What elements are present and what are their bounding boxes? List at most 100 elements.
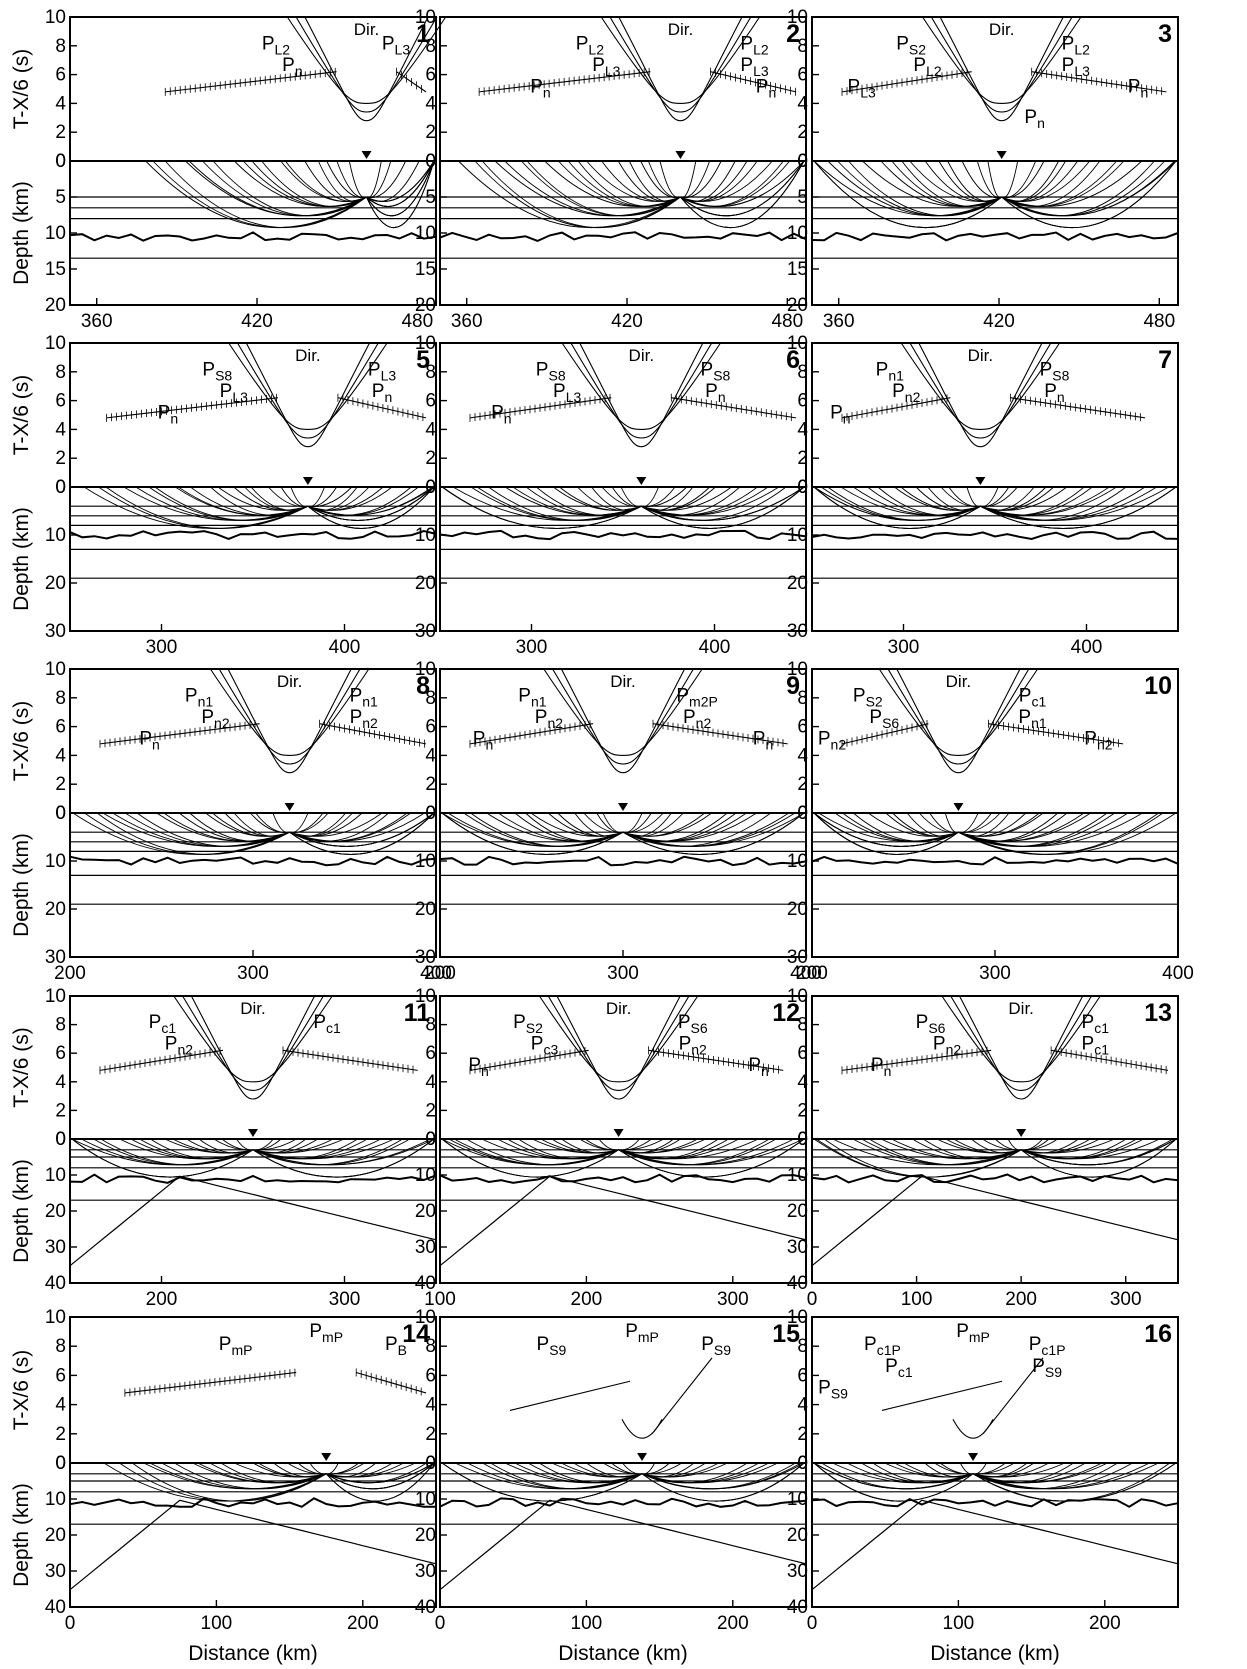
- ray-path: [813, 486, 981, 529]
- time-tick-label: 8: [425, 36, 436, 57]
- phase-label: Pn1: [185, 685, 213, 709]
- ray-path: [551, 1462, 643, 1478]
- reflected-curve: [881, 1380, 1003, 1411]
- phase-label-main: P: [1040, 359, 1053, 380]
- ray-path: [252, 1138, 274, 1151]
- x-tick-label: 0: [435, 1613, 446, 1634]
- ray-path: [272, 812, 290, 833]
- ray-path: [1001, 160, 1143, 207]
- ray-path: [1020, 1138, 1177, 1166]
- phase-label-subscript: c1: [326, 1020, 341, 1036]
- ray-path: [289, 812, 329, 833]
- depth-tick-label: 10: [45, 1489, 66, 1510]
- model-layer: [811, 231, 1179, 242]
- ray-path: [622, 812, 805, 855]
- ray-path: [504, 1462, 643, 1484]
- ray-path: [289, 812, 435, 855]
- depth-axis-label: Depth (km): [10, 507, 33, 611]
- time-tick-label: 10: [787, 659, 808, 680]
- shot-marker-icon: [975, 477, 986, 485]
- ray-path: [441, 486, 642, 529]
- x-tick-label: 300: [717, 1289, 749, 1310]
- time-tick-label: 2: [55, 1424, 66, 1445]
- time-tick-label: 8: [797, 36, 808, 57]
- depth-tick-label: 10: [787, 525, 808, 546]
- ray-path: [622, 812, 771, 847]
- ray-path: [1020, 1138, 1079, 1154]
- phase-label-subscript: n2: [177, 1042, 193, 1058]
- phase-label-main: P: [262, 33, 275, 54]
- ray-path: [982, 1138, 1022, 1151]
- ray-path: [494, 160, 681, 217]
- model-layer: [439, 529, 807, 541]
- ray-path: [307, 486, 353, 507]
- ray-path: [966, 486, 981, 507]
- phase-label-subscript: S6: [882, 715, 899, 731]
- ray-path: [813, 812, 959, 855]
- ray-path: [307, 486, 325, 507]
- shot-marker-icon: [637, 1453, 648, 1461]
- ray-path: [680, 160, 805, 217]
- direct-wave-curve: [918, 342, 1043, 448]
- phase-label: Pm2P: [676, 685, 717, 709]
- x-tick-label: 200: [571, 1289, 603, 1310]
- ray-path: [185, 160, 367, 217]
- ray-path: [880, 160, 1002, 207]
- phase-label-subscript: n: [1140, 85, 1148, 101]
- time-tick-label: 10: [45, 333, 66, 354]
- phase-label-main: P: [869, 707, 882, 728]
- shot-marker-icon: [675, 151, 686, 159]
- ray-path: [577, 160, 681, 207]
- shot-marker-icon: [996, 151, 1007, 159]
- x-tick-label: 480: [1143, 311, 1175, 332]
- panel-number: 6: [786, 346, 800, 374]
- phase-label-main: P: [679, 1034, 692, 1055]
- ray-path: [618, 1138, 640, 1151]
- ray-path: [884, 1462, 974, 1478]
- ray-path: [249, 812, 290, 833]
- depth-tick-label: 40: [45, 1273, 66, 1294]
- phase-label-main: P: [683, 707, 696, 728]
- time-tick-label: 0: [797, 803, 808, 824]
- direct-wave-curve: [561, 342, 721, 430]
- x-tick-label: 200: [717, 1613, 749, 1634]
- time-tick-label: 0: [425, 477, 436, 498]
- depth-tick-label: 10: [415, 1489, 436, 1510]
- ray-path: [289, 812, 383, 837]
- phase-label-subscript: n: [1037, 115, 1045, 131]
- phase-label-subscript: n2: [831, 737, 847, 753]
- time-tick-label: 10: [787, 333, 808, 354]
- phase-label-subscript: n2: [946, 1042, 962, 1058]
- x-tick-label: 0: [807, 1613, 818, 1634]
- phase-label: PS8: [202, 359, 232, 383]
- refracted-curve-right: [1051, 1049, 1169, 1071]
- panel-number: 12: [772, 999, 800, 1027]
- ray-path: [976, 160, 1002, 199]
- ray-path: [958, 812, 1091, 842]
- phase-label-main: P: [537, 1334, 550, 1355]
- phase-label-main: P: [165, 1034, 178, 1055]
- phase-label: PL3: [592, 55, 620, 79]
- phase-label: PL2: [913, 55, 941, 79]
- ray-path: [71, 1138, 254, 1178]
- depth-plot-frame: [69, 486, 437, 632]
- phase-label-subscript: S2: [866, 693, 883, 709]
- ray-path: [622, 812, 805, 855]
- depth-plot-frame: [439, 486, 807, 632]
- phase-label: PL3: [220, 381, 248, 405]
- x-tick-label: 400: [420, 963, 452, 984]
- phase-label-subscript: c1: [1094, 1020, 1109, 1036]
- ray-path: [289, 812, 435, 855]
- time-tick-label: 2: [797, 774, 808, 795]
- ray-path: [832, 1462, 974, 1484]
- time-tick-label: 8: [797, 362, 808, 383]
- phase-label-subscript: n1: [362, 693, 378, 709]
- panel-number: 13: [1144, 999, 1172, 1027]
- ray-path: [441, 1462, 643, 1502]
- x-tick-label: 200: [424, 963, 456, 984]
- panel-number: 8: [416, 672, 430, 700]
- depth-tick-label: 10: [45, 223, 66, 244]
